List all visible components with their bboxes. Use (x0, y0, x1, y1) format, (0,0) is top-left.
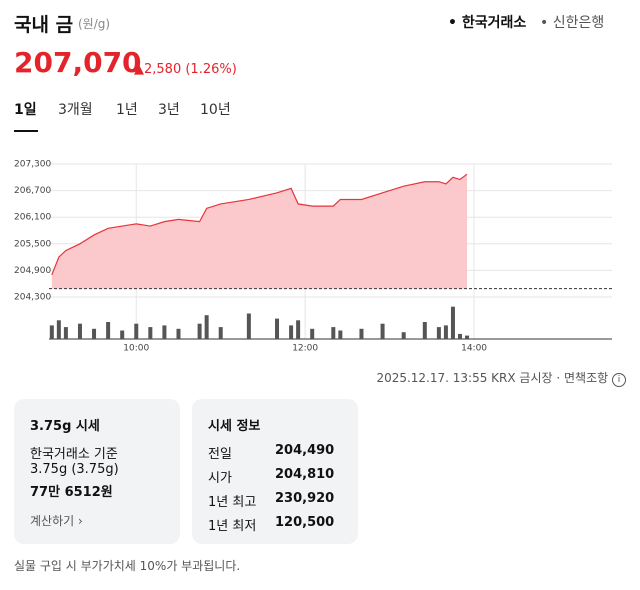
x-tick-label: 10:00 (123, 344, 149, 354)
unit: (원/g) (78, 17, 111, 31)
volume-bar (204, 315, 209, 339)
timestamp: 2025.12.17. 13:55 KRX 금시장 (376, 371, 553, 385)
price-line (51, 173, 468, 276)
card-line: 3.75g (3.75g) (30, 462, 119, 477)
volume-bar (296, 320, 301, 339)
y-tick-label: 207,300 (14, 160, 51, 170)
volume-bar (310, 328, 315, 339)
volume-bar (176, 328, 181, 339)
volume-bar (338, 330, 343, 339)
row-value: 204,490 (275, 443, 335, 458)
volume-bar (457, 333, 462, 339)
volume-bar (359, 328, 364, 339)
tab[interactable]: 10년 (200, 102, 231, 118)
row-value: 230,920 (275, 491, 335, 506)
card: 3.75g 시세 한국거래소 기준 3.75g (3.75g) 77만 6512… (14, 399, 180, 544)
card-line: 한국거래소 기준 (30, 447, 118, 462)
row-label: 시가 (208, 471, 232, 486)
volume-bar (401, 332, 406, 339)
y-tick-label: 206,100 (14, 213, 51, 223)
price: 207,070 (14, 46, 142, 79)
y-tick-label: 204,300 (14, 293, 51, 303)
volume-bar (56, 320, 61, 339)
volume-bar (422, 322, 427, 339)
chart: 204,300 204,900 205,500 206,100 206,700 207,3… (14, 160, 612, 354)
volume-bar (246, 313, 251, 339)
volume-bar (120, 330, 125, 339)
source-label: 한국거래소 (461, 15, 527, 31)
y-tick-label: 204,900 (14, 266, 51, 276)
volume-bar (380, 323, 385, 339)
source-tab[interactable]: • 한국거래소 (448, 15, 527, 31)
volume-bar (134, 323, 139, 339)
volume-bar (450, 306, 455, 339)
volume-bar (162, 325, 167, 339)
price-change: ▲2,580 (1.26%) (134, 62, 237, 77)
tab-underline (14, 130, 38, 132)
source-tab[interactable]: • 신한은행 (540, 15, 605, 31)
volume-bar (331, 327, 336, 339)
row-label: 1년 최고 (208, 495, 257, 510)
volume-bar (106, 322, 111, 339)
info-icon[interactable]: i (612, 373, 626, 387)
volume-bar (275, 318, 280, 339)
card-link[interactable]: 계산하기 › (30, 514, 83, 528)
disclaimer[interactable]: 면책조항 (564, 371, 609, 385)
tab[interactable]: 1일 (14, 102, 37, 118)
volume-bar (49, 325, 54, 339)
volume-bar (443, 325, 448, 339)
link-label: 계산하기 (30, 514, 75, 528)
footnote: 실물 구입 시 부가가치세 10%가 부과됩니다. (14, 559, 241, 573)
change-pct: (1.26%) (185, 62, 237, 77)
row-value: 120,500 (275, 515, 335, 530)
source-label: 신한은행 (552, 15, 605, 31)
volume-bar (218, 327, 223, 339)
y-tick-label: 205,500 (14, 239, 51, 249)
x-tick-label: 12:00 (292, 344, 318, 354)
volume-bar (148, 327, 153, 339)
card-title: 시세 정보 (208, 419, 261, 434)
area (51, 174, 468, 289)
volume-bar (289, 325, 294, 339)
tab[interactable]: 3개월 (58, 102, 93, 118)
card: 시세 정보 전일 204,490 시가 204,810 1년 최고 230,920 1년 최… (192, 399, 358, 544)
change: 2,580 (144, 62, 182, 77)
tab[interactable]: 3년 (158, 102, 180, 118)
timestamp-row: 2025.12.17. 13:55 KRX 금시장 · 면책조항 i (376, 369, 626, 387)
volume-bar (436, 327, 441, 339)
volume-bar (92, 328, 97, 339)
tab[interactable]: 1년 (116, 102, 138, 118)
volume-bar (465, 335, 470, 339)
x-tick-label: 14:00 (461, 344, 487, 354)
card-title: 3.75g 시세 (30, 419, 100, 434)
card-line: 77만 6512원 (30, 485, 113, 500)
volume-bar (63, 327, 68, 339)
volume-bar (197, 323, 202, 339)
y-tick-label: 206,700 (14, 186, 51, 196)
row-label: 전일 (208, 447, 232, 462)
row-value: 204,810 (275, 467, 335, 482)
volume-bar (77, 323, 82, 339)
row-label: 1년 최저 (208, 519, 257, 534)
title: 국내 금 (14, 14, 74, 36)
